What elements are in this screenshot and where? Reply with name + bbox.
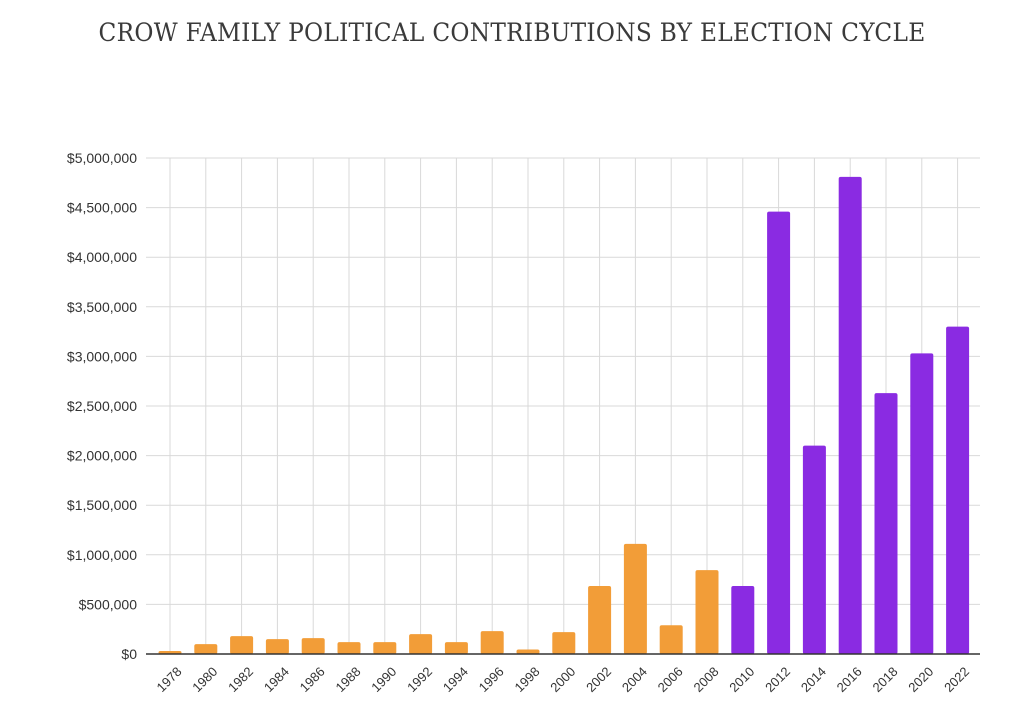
bar-2012 [767, 211, 791, 654]
x-axis-tick-labels: 1978 1980 1982 1984 1986 1988 1990 1992 1994 1996… [153, 664, 972, 695]
x-tick-label: 1980 [189, 664, 220, 695]
x-tick-label: 1998 [511, 664, 542, 695]
y-tick-label: $1,500,000 [67, 497, 137, 513]
bar-1994 [444, 642, 468, 654]
y-tick-label: $0 [121, 646, 137, 662]
x-tick-label: 2002 [583, 664, 614, 695]
bar-2002 [588, 586, 612, 654]
bar-1996 [480, 631, 504, 654]
bar-2008 [695, 570, 719, 654]
y-tick-label: $1,000,000 [67, 547, 137, 563]
x-tick-label: 2010 [726, 664, 757, 695]
x-tick-label: 1978 [153, 664, 184, 695]
y-tick-label: $500,000 [79, 596, 138, 612]
x-tick-label: 1982 [225, 664, 256, 695]
bar-1986 [301, 638, 325, 654]
x-tick-label: 2018 [869, 664, 900, 695]
x-tick-label: 2008 [690, 664, 721, 695]
bar-2004 [623, 543, 647, 654]
y-tick-label: $4,000,000 [67, 249, 137, 265]
bar-1990 [373, 642, 397, 654]
bar-1984 [265, 639, 289, 654]
y-tick-label: $3,500,000 [67, 299, 137, 315]
y-tick-label: $3,000,000 [67, 348, 137, 364]
y-axis-tick-labels: $0 $500,000 $1,000,000 $1,500,000 $2,000,000… [67, 150, 137, 662]
bar-2010 [731, 586, 755, 654]
bar-2000 [552, 632, 576, 654]
x-tick-label: 2006 [655, 664, 686, 695]
x-tick-label: 2022 [941, 664, 972, 695]
x-tick-label: 2016 [834, 664, 865, 695]
y-tick-label: $2,000,000 [67, 448, 137, 464]
bar-2016 [838, 176, 862, 654]
x-tick-label: 1984 [261, 664, 292, 695]
y-tick-label: $4,500,000 [67, 200, 137, 216]
bar-1988 [337, 642, 361, 654]
x-tick-label: 1992 [404, 664, 435, 695]
bars [158, 176, 970, 654]
x-tick-label: 1988 [332, 664, 363, 695]
bar-1992 [409, 634, 433, 654]
x-tick-label: 2014 [798, 664, 829, 695]
bar-1998 [516, 649, 540, 654]
chart-title: CROW FAMILY POLITICAL CONTRIBUTIONS BY E… [98, 18, 926, 47]
x-tick-label: 1990 [368, 664, 399, 695]
bar-1980 [194, 644, 218, 654]
x-tick-label: 1996 [476, 664, 507, 695]
bar-2022 [946, 326, 970, 654]
x-tick-label: 1994 [440, 664, 471, 695]
x-tick-label: 2000 [547, 664, 578, 695]
x-tick-label: 2004 [619, 664, 650, 695]
y-tick-label: $2,500,000 [67, 398, 137, 414]
x-tick-label: 2020 [905, 664, 936, 695]
bar-2014 [802, 445, 826, 654]
x-tick-label: 1986 [297, 664, 328, 695]
bar-2006 [659, 625, 683, 654]
x-tick-label: 2012 [762, 664, 793, 695]
bar-1982 [230, 636, 254, 654]
bar-1978 [158, 651, 182, 654]
bar-2020 [910, 353, 934, 654]
y-tick-label: $5,000,000 [67, 150, 137, 166]
bar-2018 [874, 393, 898, 654]
